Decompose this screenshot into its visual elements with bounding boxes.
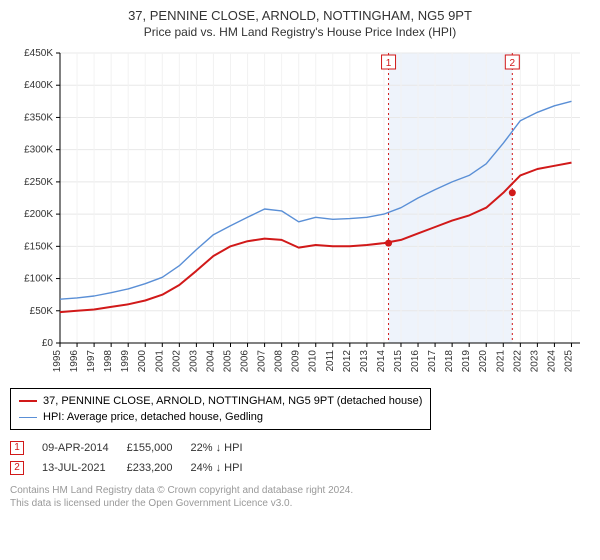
svg-text:2003: 2003 (188, 350, 199, 373)
svg-text:2001: 2001 (154, 350, 165, 373)
svg-text:2008: 2008 (274, 350, 285, 373)
table-row: 2 13-JUL-2021 £233,200 24% ↓ HPI (10, 458, 261, 478)
svg-text:2007: 2007 (257, 350, 268, 373)
svg-text:1999: 1999 (120, 350, 131, 373)
legend-item: 37, PENNINE CLOSE, ARNOLD, NOTTINGHAM, N… (19, 393, 422, 409)
transaction-price: £233,200 (127, 458, 191, 478)
svg-text:2014: 2014 (376, 350, 387, 373)
svg-text:2015: 2015 (393, 350, 404, 373)
svg-text:£50K: £50K (30, 306, 54, 317)
svg-text:2004: 2004 (205, 350, 216, 373)
svg-text:1: 1 (386, 58, 392, 69)
legend-label: 37, PENNINE CLOSE, ARNOLD, NOTTINGHAM, N… (43, 393, 422, 409)
svg-text:2: 2 (510, 58, 516, 69)
svg-text:2009: 2009 (291, 350, 302, 373)
legend-swatch (19, 400, 37, 402)
svg-text:2023: 2023 (529, 350, 540, 373)
svg-text:£200K: £200K (24, 209, 53, 220)
table-row: 1 09-APR-2014 £155,000 22% ↓ HPI (10, 438, 261, 458)
svg-text:£350K: £350K (24, 112, 53, 123)
chart-container: £0 £50K £100K £150K £200K £250K £300K £350K £400… (10, 45, 590, 380)
svg-text:2022: 2022 (512, 350, 523, 373)
transaction-delta: 22% ↓ HPI (191, 438, 261, 458)
svg-text:1998: 1998 (103, 350, 114, 373)
svg-text:2025: 2025 (563, 350, 574, 373)
svg-text:£300K: £300K (24, 145, 53, 156)
line-chart: £0 £50K £100K £150K £200K £250K £300K £350K £400… (10, 45, 590, 375)
svg-text:2010: 2010 (308, 350, 319, 373)
svg-text:1997: 1997 (86, 350, 97, 373)
svg-text:2018: 2018 (444, 350, 455, 373)
svg-text:2005: 2005 (222, 350, 233, 373)
svg-text:2011: 2011 (325, 350, 336, 372)
legend-label: HPI: Average price, detached house, Gedl… (43, 409, 263, 425)
svg-text:2019: 2019 (461, 350, 472, 373)
marker-badge: 1 (10, 441, 24, 455)
svg-text:2012: 2012 (342, 350, 353, 373)
transaction-delta: 24% ↓ HPI (191, 458, 261, 478)
marker-badge: 2 (10, 461, 24, 475)
svg-text:£100K: £100K (24, 274, 53, 285)
footer-line: Contains HM Land Registry data © Crown c… (10, 484, 590, 497)
transactions-table: 1 09-APR-2014 £155,000 22% ↓ HPI 2 13-JU… (10, 438, 590, 478)
chart-title: 37, PENNINE CLOSE, ARNOLD, NOTTINGHAM, N… (10, 8, 590, 23)
svg-text:2020: 2020 (478, 350, 489, 373)
legend-swatch (19, 417, 37, 418)
svg-text:£450K: £450K (24, 48, 53, 59)
transaction-date: 09-APR-2014 (42, 438, 127, 458)
svg-text:2000: 2000 (137, 350, 148, 373)
svg-text:2021: 2021 (495, 350, 506, 373)
svg-text:£400K: £400K (24, 80, 53, 91)
svg-text:2016: 2016 (410, 350, 421, 373)
transaction-date: 13-JUL-2021 (42, 458, 127, 478)
svg-text:2017: 2017 (427, 350, 438, 373)
svg-text:2024: 2024 (546, 350, 557, 373)
footer-line: This data is licensed under the Open Gov… (10, 497, 590, 510)
svg-text:2013: 2013 (359, 350, 370, 373)
legend: 37, PENNINE CLOSE, ARNOLD, NOTTINGHAM, N… (10, 388, 431, 430)
svg-text:1996: 1996 (69, 350, 80, 373)
svg-text:2002: 2002 (171, 350, 182, 373)
svg-text:£0: £0 (42, 338, 54, 349)
transaction-price: £155,000 (127, 438, 191, 458)
chart-subtitle: Price paid vs. HM Land Registry's House … (10, 25, 590, 39)
svg-text:£250K: £250K (24, 177, 53, 188)
svg-text:1995: 1995 (52, 350, 63, 373)
svg-text:£150K: £150K (24, 241, 53, 252)
footer: Contains HM Land Registry data © Crown c… (10, 484, 590, 510)
svg-text:2006: 2006 (240, 350, 251, 373)
legend-item: HPI: Average price, detached house, Gedl… (19, 409, 422, 425)
